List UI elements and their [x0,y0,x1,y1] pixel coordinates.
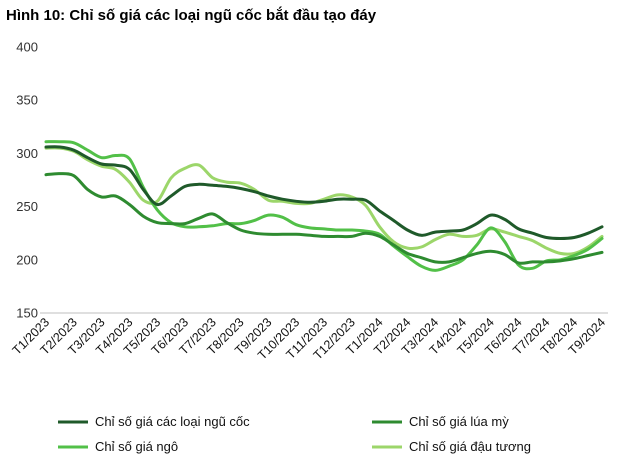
series-lines [44,140,604,272]
legend-label-wheat: Chỉ số giá lúa mỳ [409,414,509,429]
y-tick-label: 150 [16,306,38,321]
chart-title: Hình 10: Chỉ số giá các loại ngũ cốc bắt… [6,6,377,24]
y-tick-label: 300 [16,146,38,161]
y-tick-label: 350 [16,93,38,108]
legend-label-soybean: Chỉ số giá đậu tương [409,439,531,454]
legend-item-cereals: Chỉ số giá các loại ngũ cốc [58,414,250,429]
y-tick-label: 400 [16,40,38,55]
y-axis-ticks: 400 350 300 250 200 150 [16,40,38,321]
legend: Chỉ số giá các loại ngũ cốc Chỉ số giá l… [58,414,531,454]
y-tick-label: 250 [16,199,38,214]
legend-item-corn: Chỉ số giá ngô [58,439,178,454]
series-line-cereals [44,145,604,240]
series-line-wheat [44,172,604,265]
y-tick-label: 200 [16,252,38,267]
legend-item-wheat: Chỉ số giá lúa mỳ [372,414,509,429]
legend-label-corn: Chỉ số giá ngô [95,439,178,454]
x-axis-ticks: T1/2023T2/2023T3/2023T4/2023T5/2023T6/20… [10,315,608,362]
legend-item-soybean: Chỉ số giá đậu tương [372,439,531,454]
legend-label-cereals: Chỉ số giá các loại ngũ cốc [95,414,250,429]
series-line-corn [44,140,604,272]
series-line-soybean [44,146,604,256]
